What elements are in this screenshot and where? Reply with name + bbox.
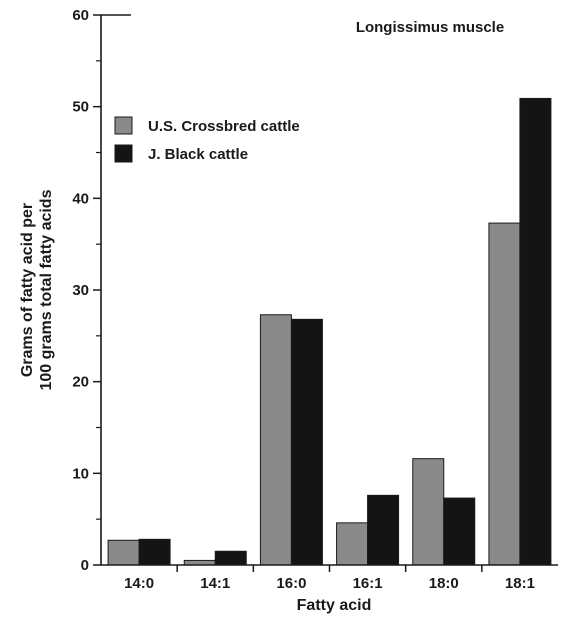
legend: U.S. Crossbred cattle J. Black cattle [114,116,300,163]
bars-layer [107,97,552,566]
y-tick-label: 10 [72,465,89,482]
bar-crossbred-18-0 [412,458,445,566]
y-tick-label: 60 [72,7,89,24]
bar-black-14-0 [138,538,171,566]
legend-label-crossbred: U.S. Crossbred cattle [148,118,300,135]
y-axis-title: Grams of fatty acid per 100 grams total … [19,189,55,390]
y-tick-label: 50 [72,99,89,116]
legend-label-black: J. Black cattle [148,146,248,163]
y-tick-label: 30 [72,282,89,299]
x-tick-label: 14:1 [200,575,230,592]
x-tick-label: 18:0 [429,575,459,592]
x-tick-label: 14:0 [124,575,154,592]
y-axis-title-line-2: 100 grams total fatty acids [38,189,55,390]
x-tick-label: 16:0 [276,575,306,592]
bar-black-14-1 [214,550,247,566]
y-axis-title-line-1: Grams of fatty acid per [19,203,36,377]
chart-title: Longissimus muscle [356,19,504,36]
legend-swatch-black [114,144,133,163]
bar-crossbred-14-0 [107,539,140,566]
x-tick-label: 16:1 [353,575,383,592]
y-axis-ticks: 0 10 20 30 40 50 60 [72,7,101,574]
bar-black-16-0 [290,318,323,566]
x-tick-label: 18:1 [505,575,535,592]
bar-crossbred-16-0 [259,314,292,566]
legend-swatch-crossbred [114,116,133,135]
bar-crossbred-18-1 [488,222,521,566]
y-tick-label: 0 [81,557,89,574]
x-axis-title: Fatty acid [297,597,372,614]
bar-black-18-0 [443,497,476,566]
y-tick-label: 20 [72,374,89,391]
y-tick-label: 40 [72,190,89,207]
bar-black-16-1 [367,494,400,566]
x-axis-ticks: 14:0 14:1 16:0 16:1 18:0 18:1 [124,565,535,592]
bar-crossbred-16-1 [336,522,369,566]
bar-black-18-1 [519,97,552,566]
